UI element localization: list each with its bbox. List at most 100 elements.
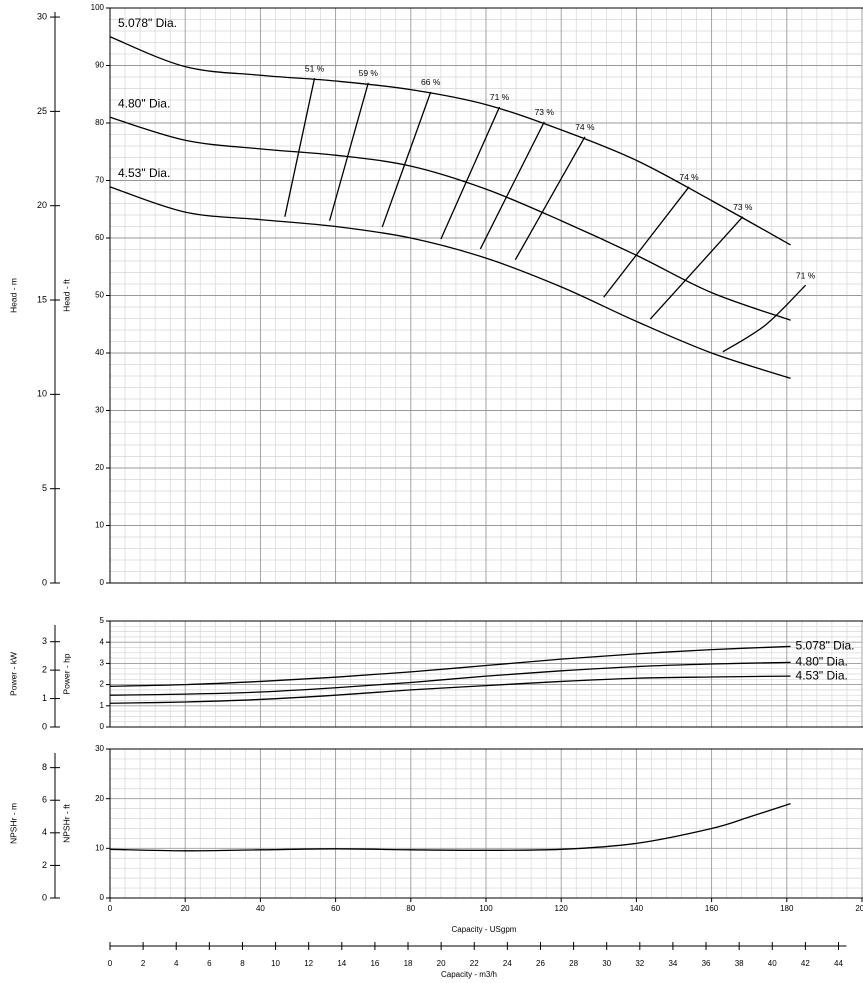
x2-tick-label: 42 <box>801 959 810 968</box>
x-tick-label: 20 <box>181 904 190 913</box>
x2-tick-label: 22 <box>470 959 479 968</box>
x-tick-label: 40 <box>256 904 265 913</box>
x-tick-label: 180 <box>780 904 794 913</box>
y-axis-title: NPSHr - ft <box>61 804 71 843</box>
efficiency-line <box>603 186 690 298</box>
efficiency-label: 71 % <box>796 270 816 280</box>
x-tick-label: 60 <box>331 904 340 913</box>
y-tick-label: 10 <box>95 521 104 530</box>
y-tick-label: 30 <box>95 744 104 753</box>
efficiency-line <box>328 82 369 221</box>
series-label: 5.078" Dia. <box>796 639 855 653</box>
y-tick-label: 3 <box>100 659 105 668</box>
efficiency-label: 73 % <box>535 107 555 117</box>
y-axis-title: Power - hp <box>61 653 71 694</box>
series-label: 4.80" Dia. <box>118 96 170 110</box>
efficiency-label: 74 % <box>575 122 595 132</box>
y2-tick-label: 6 <box>42 795 47 805</box>
series-label: 4.53" Dia. <box>118 166 170 180</box>
y-tick-label: 2 <box>100 680 105 689</box>
efficiency-label: 66 % <box>421 77 441 87</box>
y-tick-label: 0 <box>100 722 105 731</box>
plot-frame <box>109 620 863 728</box>
x-tick-label: 120 <box>555 904 569 913</box>
y-tick-label: 10 <box>95 843 104 852</box>
y-tick-label: 80 <box>95 118 104 127</box>
y2-tick-label: 2 <box>42 860 47 870</box>
x-tick-label: 200 <box>855 904 863 913</box>
y2-tick-label: 4 <box>42 827 47 837</box>
efficiency-line <box>514 136 586 261</box>
x2-tick-label: 2 <box>141 959 146 968</box>
y-tick-label: 100 <box>91 3 105 12</box>
y2-axis-title: Head - m <box>8 278 18 313</box>
x2-tick-label: 0 <box>108 959 113 968</box>
y-tick-label: 60 <box>95 233 104 242</box>
efficiency-line <box>284 78 316 217</box>
x2-tick-label: 40 <box>768 959 777 968</box>
x2-tick-label: 20 <box>437 959 446 968</box>
y-tick-label: 0 <box>100 893 105 902</box>
x2-axis-title: Capacity - m3/h <box>441 970 497 979</box>
y-tick-label: 20 <box>95 794 104 803</box>
x2-tick-label: 16 <box>370 959 379 968</box>
y2-tick-label: 0 <box>42 892 47 902</box>
x2-tick-label: 18 <box>404 959 413 968</box>
x2-tick-label: 10 <box>271 959 280 968</box>
x2-tick-label: 12 <box>304 959 313 968</box>
curve <box>109 116 791 321</box>
x2-tick-label: 28 <box>569 959 578 968</box>
x2-tick-label: 30 <box>602 959 611 968</box>
y-tick-label: 50 <box>95 291 104 300</box>
x2-tick-label: 4 <box>174 959 179 968</box>
x2-tick-label: 14 <box>337 959 346 968</box>
curve <box>109 36 791 246</box>
efficiency-label: 73 % <box>733 202 753 212</box>
y2-tick-label: 1 <box>42 693 47 703</box>
series-label: 5.078" Dia. <box>118 16 177 30</box>
y2-axis-title: NPSHr - m <box>8 803 18 844</box>
x2-tick-label: 36 <box>702 959 711 968</box>
efficiency-line <box>479 121 545 250</box>
efficiency-line <box>381 91 432 228</box>
x2-tick-label: 32 <box>635 959 644 968</box>
y2-tick-label: 10 <box>37 389 47 399</box>
y2-tick-label: 20 <box>37 200 47 210</box>
curve <box>109 186 791 379</box>
y-tick-label: 4 <box>100 637 105 646</box>
efficiency-label: 71 % <box>490 92 510 102</box>
y2-tick-label: 0 <box>42 577 47 587</box>
y-axis-title: Head - ft <box>61 279 71 312</box>
x2-tick-label: 24 <box>503 959 512 968</box>
efficiency-label: 51 % <box>305 63 325 73</box>
x2-tick-label: 38 <box>735 959 744 968</box>
efficiency-line <box>649 216 744 320</box>
x2-tick-label: 26 <box>536 959 545 968</box>
y2-tick-label: 8 <box>42 762 47 772</box>
series-label: 4.53" Dia. <box>796 668 848 682</box>
y2-tick-label: 3 <box>42 636 47 646</box>
plot-frame <box>109 748 863 899</box>
y2-tick-label: 15 <box>37 294 47 304</box>
y-tick-label: 40 <box>95 348 104 357</box>
y-tick-label: 90 <box>95 61 104 70</box>
y2-tick-label: 2 <box>42 665 47 675</box>
curve <box>109 661 791 696</box>
x2-tick-label: 6 <box>207 959 212 968</box>
x2-tick-label: 8 <box>240 959 245 968</box>
y-tick-label: 70 <box>95 176 104 185</box>
curve <box>109 675 791 704</box>
efficiency-line <box>722 284 807 353</box>
x-tick-label: 0 <box>108 904 113 913</box>
y2-tick-label: 5 <box>42 483 47 493</box>
x-tick-label: 100 <box>479 904 493 913</box>
y2-tick-label: 30 <box>37 11 47 21</box>
efficiency-label: 74 % <box>679 172 699 182</box>
x-tick-label: 140 <box>630 904 644 913</box>
y-tick-label: 1 <box>100 701 105 710</box>
y-tick-label: 5 <box>100 616 105 625</box>
x-axis-title: Capacity - USgpm <box>452 925 517 934</box>
efficiency-line <box>440 106 501 240</box>
x-tick-label: 80 <box>406 904 415 913</box>
